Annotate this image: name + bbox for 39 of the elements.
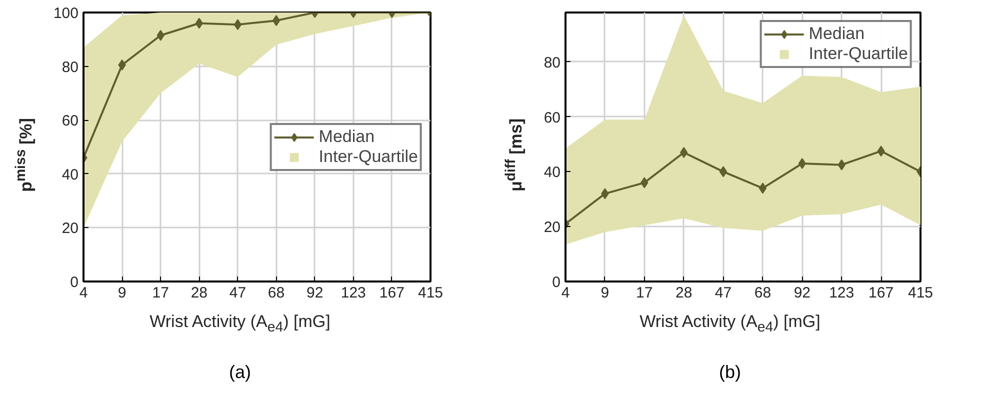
- text: (a): [228, 361, 252, 384]
- x-tick-label: 123: [829, 284, 854, 302]
- x-tick-label: 4: [79, 284, 88, 302]
- text: (b): [718, 361, 742, 384]
- y-tick-label: 20: [544, 219, 561, 236]
- x-tick-label: 17: [636, 284, 653, 302]
- x-tick-label: 167: [868, 284, 894, 302]
- legend-label: Inter-Quartile: [318, 146, 418, 166]
- legend-label: Inter-Quartile: [808, 44, 908, 64]
- x-tick-label: 28: [190, 284, 208, 302]
- y-tick-label: 40: [62, 166, 79, 184]
- x-tick-label: 47: [714, 284, 732, 302]
- x-axis-title: Wrist Activity (A$_{e4}$) [mG]: [148, 311, 332, 338]
- y-tick-label: 20: [62, 220, 79, 238]
- x-tick-label: 415: [418, 284, 444, 302]
- x-tick-label: 68: [268, 284, 285, 302]
- x-tick-label: 47: [229, 284, 246, 302]
- x-tick-label: 415: [908, 284, 934, 302]
- y-tick-label: 60: [544, 109, 561, 126]
- x-tick-label: 167: [379, 284, 404, 302]
- y-tick-label: 60: [62, 112, 79, 130]
- x-axis-title: Wrist Activity (A$_{e4}$) [mG]: [638, 311, 822, 338]
- y-tick-label: 0: [552, 274, 560, 291]
- y-tick-label: 80: [62, 58, 79, 76]
- x-tick-label: 123: [340, 284, 366, 302]
- legend-label: Median: [808, 24, 865, 44]
- x-tick-label: 68: [754, 284, 772, 302]
- x-tick-label: 92: [794, 284, 811, 302]
- y-tick-label: 40: [544, 164, 561, 182]
- x-tick-label: 17: [152, 284, 169, 302]
- y-tick-label: 80: [544, 54, 561, 72]
- legend-label: Median: [318, 126, 375, 146]
- x-tick-label: 28: [675, 284, 692, 302]
- x-tick-label: 9: [118, 284, 126, 302]
- x-tick-label: 9: [600, 284, 610, 302]
- y-tick-label: 0: [70, 274, 78, 291]
- x-tick-label: 92: [306, 284, 324, 302]
- y-tick-label: 100: [53, 5, 79, 22]
- x-tick-label: 4: [561, 284, 570, 302]
